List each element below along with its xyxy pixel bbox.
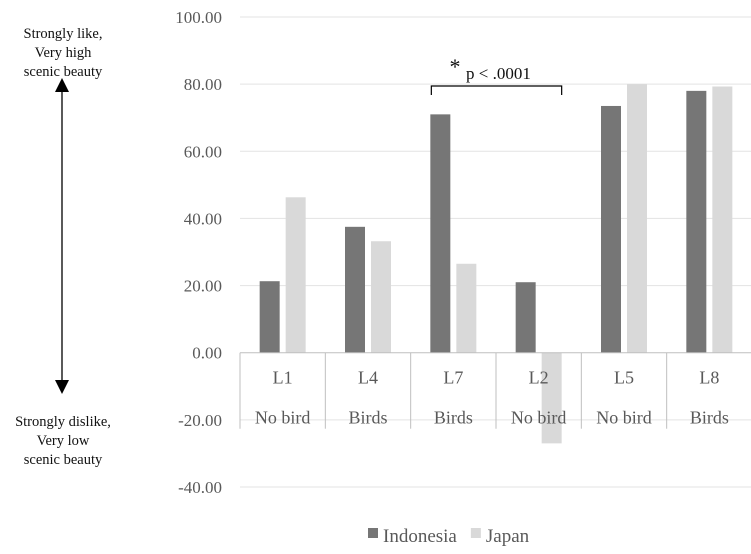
legend: Indonesia Japan	[368, 526, 530, 547]
bottom-annotation-line-3: scenic beauty	[23, 452, 103, 468]
arrow-down-icon	[55, 380, 69, 394]
bar-japan-l2	[541, 352, 562, 444]
top-annotation-line-2: Very high	[34, 45, 92, 61]
bar-indonesia-l1	[259, 281, 280, 353]
y-tick-label: 80.00	[184, 75, 222, 94]
x-group-label: Birds	[348, 408, 387, 428]
legend-swatch-indonesia	[368, 528, 378, 538]
y-tick-label: -20.00	[178, 411, 222, 430]
bottom-annotation-line-1: Strongly dislike,	[15, 414, 111, 430]
bar-indonesia-l4	[345, 226, 365, 353]
significance-bracket-line	[430, 85, 563, 95]
bottom-scale-annotation: Strongly dislike, Very low scenic beauty	[0, 413, 126, 470]
bar-japan-l8	[712, 86, 733, 353]
arrow-up-icon	[55, 78, 69, 92]
scale-arrow	[55, 78, 69, 394]
legend-swatch-japan	[470, 528, 481, 538]
significance-label: p < .0001	[466, 64, 531, 83]
category-axis: L1 No bird L4 Birds L7 Birds L2 No bird L5 No bir…	[239, 352, 751, 429]
x-group-label: Birds	[690, 408, 729, 428]
x-tick-label: L8	[699, 368, 719, 388]
bar-indonesia-l7	[430, 114, 451, 353]
x-tick-label: L1	[273, 368, 293, 388]
bar-japan-l7	[456, 263, 477, 353]
x-group-label: No bird	[255, 408, 311, 428]
y-tick-label: -40.00	[178, 478, 222, 497]
y-tick-label: 20.00	[184, 277, 222, 296]
x-group-label: No bird	[596, 408, 652, 428]
bar-indonesia-l8	[686, 90, 707, 353]
top-scale-annotation: Strongly like, Very high scenic beauty	[0, 25, 126, 82]
bar-japan-l1	[285, 197, 306, 353]
significance-bracket: * p < .0001	[430, 54, 563, 95]
bottom-annotation-line-2: Very low	[36, 433, 90, 449]
bar-japan-l5	[627, 84, 647, 353]
x-tick-label: L2	[529, 368, 549, 388]
x-group-label: Birds	[434, 408, 473, 428]
y-tick-label: 100.00	[175, 8, 222, 27]
y-tick-label: 40.00	[184, 209, 222, 228]
top-annotation-line-1: Strongly like,	[23, 26, 103, 42]
gridlines	[240, 16, 751, 488]
x-tick-label: L5	[614, 368, 634, 388]
legend-label-indonesia: Indonesia	[383, 526, 457, 547]
bar-indonesia-l5	[601, 105, 621, 353]
bar-indonesia-l2	[515, 282, 536, 353]
bars	[259, 84, 733, 444]
x-tick-label: L7	[443, 368, 463, 388]
y-tick-label: 0.00	[192, 344, 222, 363]
y-axis-ticks: 100.00 80.00 60.00 40.00 20.00 0.00 -20.00 -40.…	[175, 8, 222, 497]
top-annotation-line-3: scenic beauty	[23, 64, 103, 80]
y-tick-label: 60.00	[184, 142, 222, 161]
legend-label-japan: Japan	[486, 526, 530, 547]
x-tick-label: L4	[358, 368, 378, 388]
bar-japan-l4	[371, 241, 391, 353]
significance-star: *	[450, 54, 461, 79]
x-group-label: No bird	[511, 408, 567, 428]
